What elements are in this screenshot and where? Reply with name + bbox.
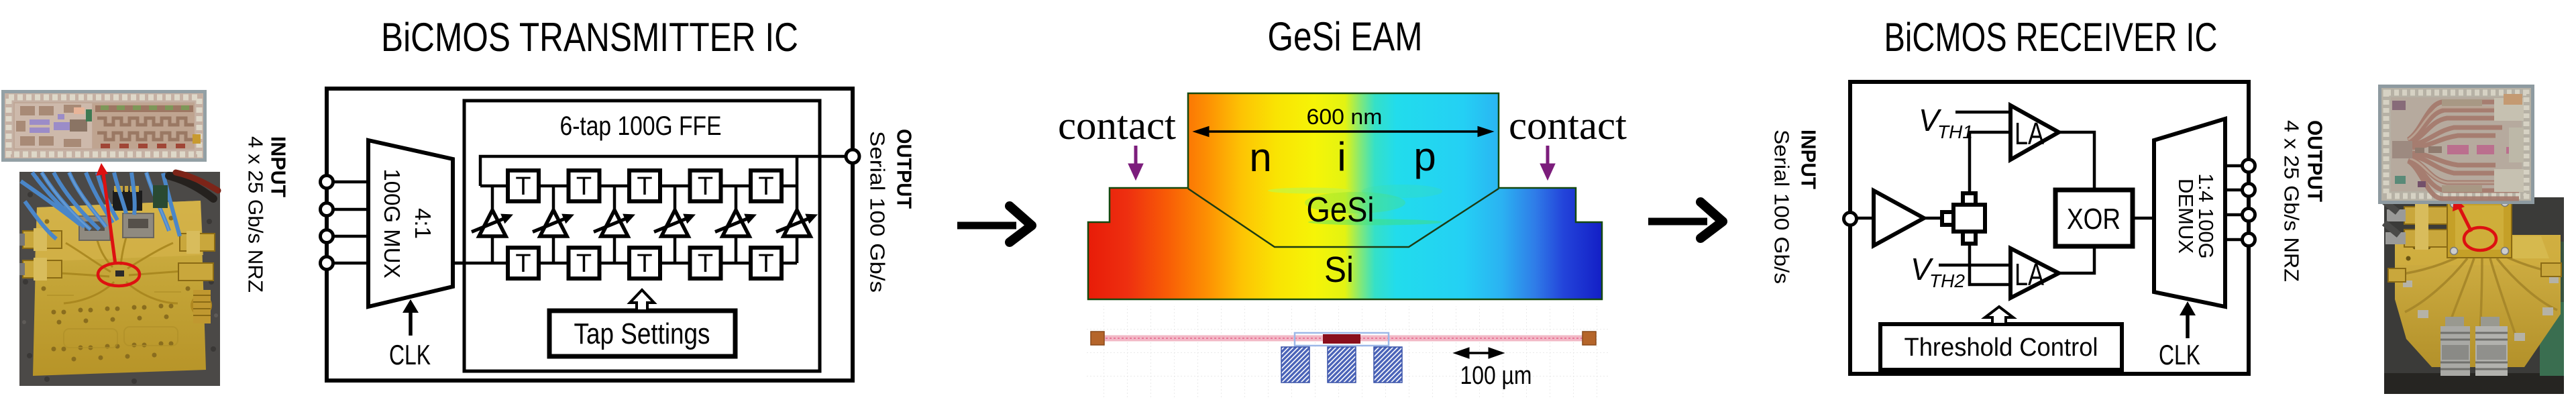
svg-text:T: T <box>637 250 652 278</box>
svg-text:T: T <box>576 172 592 201</box>
svg-text:DEMUX: DEMUX <box>2174 179 2198 254</box>
svg-text:CLK: CLK <box>2159 339 2200 370</box>
svg-text:T: T <box>698 250 713 278</box>
svg-text:T: T <box>637 172 652 201</box>
svg-text:OUTPUT: OUTPUT <box>2304 120 2327 202</box>
svg-text:INPUT: INPUT <box>1797 130 1821 189</box>
svg-text:GeSi EAM: GeSi EAM <box>1268 14 1423 59</box>
svg-text:INPUT: INPUT <box>267 136 290 197</box>
svg-text:n: n <box>1249 135 1271 180</box>
svg-text:TH2: TH2 <box>1929 270 1965 291</box>
svg-text:TH1: TH1 <box>1937 121 1973 142</box>
svg-text:V: V <box>1919 103 1942 138</box>
svg-text:T: T <box>515 250 531 278</box>
svg-text:CLK: CLK <box>389 339 431 370</box>
svg-text:XOR: XOR <box>2067 203 2121 236</box>
svg-text:4 x 25 Gb/s NRZ: 4 x 25 Gb/s NRZ <box>2280 120 2304 282</box>
svg-text:BiCMOS RECEIVER IC: BiCMOS RECEIVER IC <box>1884 15 2218 60</box>
svg-text:Si: Si <box>1324 250 1354 290</box>
svg-text:Threshold Control: Threshold Control <box>1904 334 2098 362</box>
svg-text:LA: LA <box>2015 116 2044 151</box>
svg-text:GeSi: GeSi <box>1307 191 1375 230</box>
svg-text:T: T <box>758 250 773 278</box>
svg-text:4 x 25 Gb/s NRZ: 4 x 25 Gb/s NRZ <box>244 136 268 293</box>
svg-text:Serial 100 Gb/s: Serial 100 Gb/s <box>866 131 890 293</box>
svg-text:contact: contact <box>1509 103 1627 148</box>
svg-text:contact: contact <box>1058 103 1176 148</box>
svg-text:1:4 100G: 1:4 100G <box>2194 173 2218 259</box>
svg-text:T: T <box>698 172 713 201</box>
svg-text:T: T <box>576 250 592 278</box>
svg-text:V: V <box>1911 252 1934 287</box>
svg-text:4:1: 4:1 <box>411 208 435 239</box>
svg-text:100G MUX: 100G MUX <box>380 168 405 278</box>
svg-text:T: T <box>515 172 531 201</box>
svg-text:LA: LA <box>2015 257 2044 292</box>
svg-text:Tap Settings: Tap Settings <box>574 317 710 350</box>
svg-text:T: T <box>758 172 773 201</box>
svg-text:Serial 100 Gb/s: Serial 100 Gb/s <box>1770 130 1794 284</box>
svg-text:100 µm: 100 µm <box>1460 362 1532 390</box>
svg-text:600 nm: 600 nm <box>1307 105 1383 129</box>
svg-text:6-tap 100G FFE: 6-tap 100G FFE <box>560 111 722 141</box>
svg-text:p: p <box>1413 134 1436 179</box>
svg-text:i: i <box>1337 134 1346 179</box>
svg-text:OUTPUT: OUTPUT <box>893 129 916 209</box>
svg-text:BiCMOS TRANSMITTER IC: BiCMOS TRANSMITTER IC <box>381 15 798 60</box>
